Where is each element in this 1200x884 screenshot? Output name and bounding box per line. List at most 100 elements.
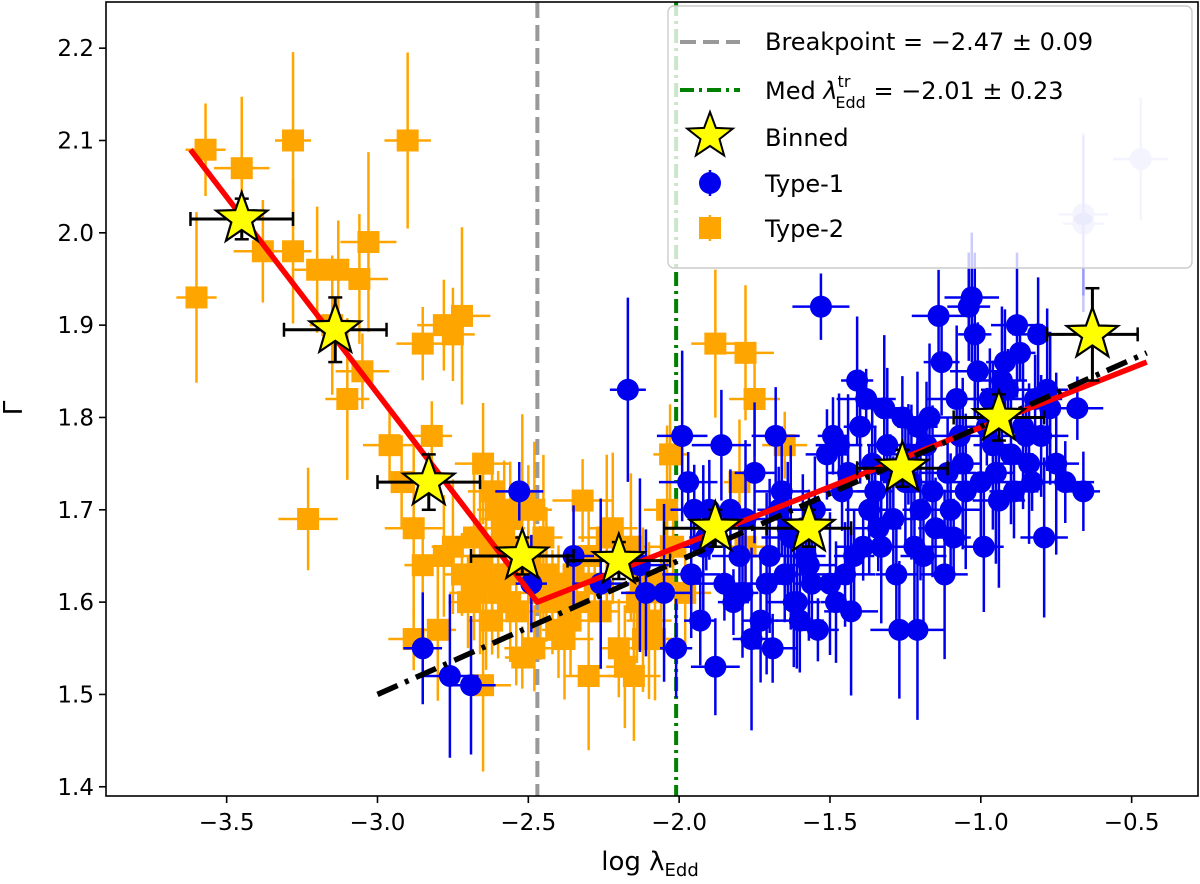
y-tick-label: 2.1 — [57, 128, 94, 154]
circle-marker — [927, 304, 950, 327]
circle-marker — [764, 424, 787, 447]
circle-marker — [785, 591, 808, 614]
circle-marker — [677, 471, 700, 494]
circle-marker — [740, 628, 763, 651]
type1-point — [609, 297, 646, 482]
type1-point — [732, 547, 771, 731]
circle-marker — [689, 609, 712, 632]
type2-point — [384, 52, 431, 229]
type1-point — [691, 389, 751, 501]
square-marker — [571, 489, 594, 512]
star-marker — [873, 437, 932, 493]
circle-marker — [1072, 480, 1095, 503]
y-tick-label: 1.7 — [57, 498, 94, 524]
circle-marker — [999, 443, 1022, 466]
circle-marker — [849, 415, 872, 438]
square-marker — [441, 323, 464, 346]
circle-marker — [809, 295, 832, 318]
type2-point — [617, 586, 669, 692]
circle-marker — [665, 637, 688, 660]
circle-marker — [438, 664, 461, 687]
y-tick-label: 1.5 — [57, 682, 94, 708]
legend-binned-swatch — [684, 109, 736, 158]
circle-marker — [1030, 424, 1053, 447]
circle-marker — [858, 498, 881, 521]
type2-point — [717, 285, 774, 421]
star-marker — [493, 525, 552, 581]
circle-marker — [788, 609, 811, 632]
square-marker — [251, 240, 274, 263]
type2-point — [411, 401, 453, 471]
star-marker — [780, 498, 838, 553]
circle-marker — [876, 434, 899, 457]
type2-point — [653, 404, 687, 505]
square-marker — [505, 600, 528, 623]
type1-point — [403, 592, 443, 705]
circle-marker — [828, 434, 851, 457]
square-marker — [704, 332, 727, 355]
type1-point — [911, 405, 954, 578]
x-tick-label: −1.5 — [802, 810, 858, 836]
square-marker — [659, 443, 682, 466]
circle-marker — [758, 544, 781, 567]
type2-point — [417, 495, 471, 617]
square-marker — [411, 554, 434, 577]
legend-median-sup: tr — [838, 72, 851, 91]
type2-point — [431, 287, 475, 382]
x-tick-label: −1.0 — [953, 810, 1009, 836]
circle-marker — [1018, 452, 1041, 475]
type1-point — [891, 539, 944, 720]
binned-point — [1045, 286, 1139, 382]
circle-marker — [930, 351, 953, 374]
x-axis-label: log λEdd — [601, 847, 699, 881]
type1-point — [656, 350, 708, 522]
square-marker — [631, 628, 654, 651]
star-marker — [970, 387, 1028, 442]
square-marker — [411, 332, 434, 355]
circle-marker — [1036, 378, 1059, 401]
type2-point — [274, 179, 312, 324]
legend-median-lambda: λ — [821, 77, 837, 105]
fit-lines — [188, 148, 1148, 697]
square-marker — [734, 341, 757, 364]
x-axis-label-sub: Edd — [665, 860, 699, 881]
square-marker — [499, 508, 522, 531]
type1-point — [1012, 277, 1065, 392]
square-marker — [396, 129, 419, 152]
circle-marker — [704, 655, 727, 678]
square-marker — [450, 304, 473, 327]
legend-median-label: Med λtr Edd = −2.01 ± 0.23 — [765, 72, 1064, 112]
legend-circle-marker — [699, 172, 721, 194]
binned-point — [469, 525, 575, 581]
type1-point — [495, 462, 544, 521]
square-marker — [230, 157, 253, 180]
legend-median-pre: Med — [765, 77, 823, 105]
star-marker — [589, 530, 648, 586]
square-marker — [532, 526, 555, 549]
square-marker — [420, 424, 443, 447]
type2-point — [325, 318, 370, 480]
plot-area — [176, 2, 1169, 796]
binned-point — [282, 296, 388, 364]
circle-marker — [761, 637, 784, 660]
circle-marker — [966, 360, 989, 383]
binned-points — [189, 188, 1139, 586]
circle-marker — [945, 388, 968, 410]
square-marker — [577, 664, 600, 687]
circle-marker — [773, 563, 796, 586]
type2-point — [384, 437, 443, 619]
legend: Breakpoint = −2.47 ± 0.09 Med λtr Edd = −… — [667, 5, 1193, 269]
circle-marker — [963, 323, 986, 346]
type1-point — [963, 481, 1004, 613]
legend-median-post: = −2.01 ± 0.23 — [866, 77, 1064, 105]
square-marker — [622, 664, 645, 687]
y-tick-label: 1.4 — [57, 775, 94, 801]
circle-marker — [710, 434, 733, 457]
square-marker — [185, 286, 208, 309]
circle-marker — [840, 600, 863, 623]
circle-marker — [616, 378, 639, 401]
circle-marker — [653, 581, 676, 604]
x-tick-label: −3.5 — [199, 810, 255, 836]
legend-type1-label: Type-1 — [764, 170, 844, 198]
circle-marker — [846, 369, 869, 392]
